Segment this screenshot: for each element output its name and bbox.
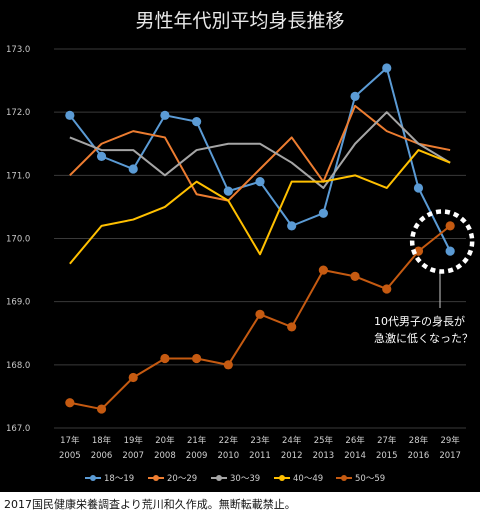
x-tick-label: 17年 xyxy=(60,435,80,446)
y-tick-label: 173.0 xyxy=(6,45,30,55)
x-tick-label: 24年 xyxy=(282,435,302,446)
series-line xyxy=(69,149,451,265)
x-tick-label: 2007 xyxy=(122,451,144,461)
chart-title: 男性年代別平均身長推移 xyxy=(135,10,344,32)
legend-label: 40〜49 xyxy=(293,474,323,484)
height-trend-chart: 男性年代別平均身長推移 167.0 168.0 169.0 170.0 171.0 172… xyxy=(6,10,475,484)
y-tick-label: 167.0 xyxy=(6,424,30,434)
x-tick-label: 28年 xyxy=(409,435,429,446)
x-tick-label: 22年 xyxy=(219,435,239,446)
series-line xyxy=(69,111,451,189)
x-tick-label: 26年 xyxy=(345,435,365,446)
x-tick-label: 2006 xyxy=(91,451,113,461)
data-point xyxy=(318,265,328,275)
legend-item: 50〜59 xyxy=(336,474,385,484)
legend-swatch-marker xyxy=(153,475,159,481)
series-18〜19 xyxy=(65,63,455,256)
legend-swatch-marker xyxy=(90,475,96,481)
annotation-line-1: 10代男子の身長が xyxy=(374,314,465,328)
data-point xyxy=(128,372,138,383)
y-axis-ticks: 167.0 168.0 169.0 170.0 171.0 172.0 173.0 xyxy=(6,45,30,434)
series-50〜59 xyxy=(65,221,455,414)
legend-swatch-marker xyxy=(216,475,222,481)
chart-panel: 男性年代別平均身長推移 167.0 168.0 169.0 170.0 171.0 172… xyxy=(0,0,480,492)
y-tick-label: 169.0 xyxy=(6,298,30,308)
data-point xyxy=(223,360,233,370)
x-tick-label: 19年 xyxy=(124,435,144,446)
source-footer: 2017国民健康栄養調査より荒川和久作成。無断転載禁止。 xyxy=(4,498,296,511)
data-point xyxy=(255,309,265,319)
annotation-line-2: 急激に低くなった？ xyxy=(374,331,473,345)
x-tick-label: 2011 xyxy=(249,451,271,461)
annotation-circle xyxy=(409,209,475,274)
series-20〜29 xyxy=(69,104,451,202)
x-tick-label: 2009 xyxy=(186,451,208,461)
legend-label: 30〜39 xyxy=(230,474,260,484)
series-40〜49 xyxy=(69,149,451,265)
x-tick-label: 2010 xyxy=(217,451,239,461)
legend-swatch-marker xyxy=(279,475,285,481)
legend-label: 18〜19 xyxy=(104,474,134,484)
data-point xyxy=(350,271,360,281)
legend-item: 18〜19 xyxy=(85,474,134,484)
x-tick-label: 25年 xyxy=(314,435,334,446)
legend-item: 30〜39 xyxy=(211,474,260,484)
gridlines xyxy=(54,48,466,429)
y-tick-label: 172.0 xyxy=(6,108,30,118)
x-tick-label: 2015 xyxy=(376,451,398,461)
data-point xyxy=(223,186,233,196)
data-point xyxy=(287,221,297,231)
legend-item: 40〜49 xyxy=(274,474,323,484)
x-tick-label: 20年 xyxy=(155,435,175,446)
x-tick-label: 23年 xyxy=(250,435,270,446)
data-point xyxy=(65,398,75,408)
legend-label: 20〜29 xyxy=(167,474,197,484)
data-point xyxy=(382,63,392,73)
legend-label: 50〜59 xyxy=(355,474,385,484)
data-point xyxy=(65,110,75,120)
data-point xyxy=(160,353,170,364)
data-point xyxy=(445,221,455,231)
series-line xyxy=(69,104,451,202)
series-line xyxy=(69,66,452,252)
data-point xyxy=(128,164,138,174)
y-tick-label: 170.0 xyxy=(6,235,30,245)
data-point xyxy=(255,177,265,187)
x-tick-label: 2005 xyxy=(59,451,81,461)
x-tick-label: 21年 xyxy=(187,435,207,446)
x-tick-label: 27年 xyxy=(377,435,397,446)
x-tick-label: 2017 xyxy=(439,451,461,461)
data-point xyxy=(445,246,455,256)
data-point xyxy=(382,284,392,294)
legend-item: 20〜29 xyxy=(148,474,197,484)
x-tick-label: 18年 xyxy=(92,435,112,446)
data-point xyxy=(192,117,202,127)
y-tick-label: 171.0 xyxy=(6,171,30,181)
legend-swatch-marker xyxy=(341,475,347,481)
x-axis-ticks: 17年 2005 18年 2006 19年 2007 20年 2008 21年 2009 22年 20… xyxy=(59,435,461,461)
series-lines xyxy=(65,63,455,414)
x-tick-label: 2014 xyxy=(344,451,366,461)
series-30〜39 xyxy=(69,111,451,189)
x-tick-label: 2016 xyxy=(408,451,430,461)
data-point xyxy=(287,322,297,332)
legend: 18〜19 20〜29 30〜39 40〜49 50〜59 xyxy=(85,474,385,484)
annotation: 10代男子の身長が 急激に低くなった？ xyxy=(374,209,475,345)
x-tick-label: 2013 xyxy=(313,451,335,461)
x-tick-label: 29年 xyxy=(440,435,460,446)
x-tick-label: 2012 xyxy=(281,451,303,461)
data-point xyxy=(350,91,360,101)
data-point xyxy=(96,151,107,161)
data-point xyxy=(413,183,424,193)
x-tick-label: 2008 xyxy=(154,451,176,461)
data-point xyxy=(96,404,107,414)
y-tick-label: 168.0 xyxy=(6,361,30,371)
data-point xyxy=(318,208,328,218)
data-point xyxy=(160,110,170,120)
data-point xyxy=(192,353,202,364)
